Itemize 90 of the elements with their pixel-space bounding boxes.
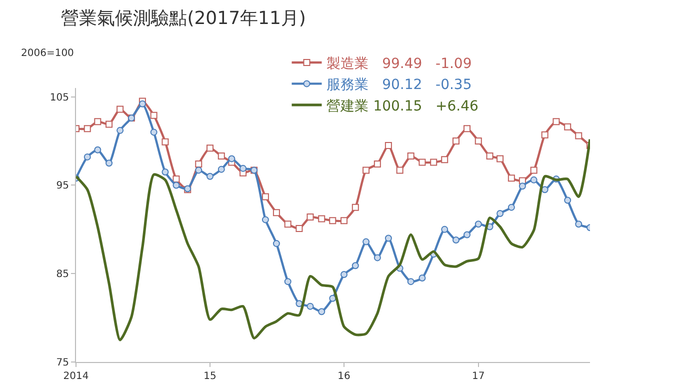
y-axis-title: 2006=100 <box>21 48 74 59</box>
point <box>530 166 538 174</box>
point <box>262 216 269 224</box>
point <box>162 168 169 176</box>
point <box>296 225 303 232</box>
point <box>318 215 326 222</box>
legend-label: 服務業 90.12 -0.35 <box>326 77 472 94</box>
x-tick-label: 17 <box>472 371 485 382</box>
point <box>228 155 236 162</box>
point <box>564 196 572 204</box>
point <box>352 262 359 270</box>
point <box>116 126 124 134</box>
point <box>306 214 314 221</box>
point <box>541 186 548 194</box>
point <box>418 274 426 282</box>
point <box>407 278 414 286</box>
point <box>284 278 292 286</box>
point <box>94 118 102 126</box>
point <box>441 156 448 164</box>
legend-label: 製造業 99.49 -1.09 <box>326 56 472 72</box>
point <box>329 217 336 224</box>
point <box>150 128 158 136</box>
point <box>272 209 280 216</box>
point <box>284 220 292 228</box>
point <box>474 138 482 145</box>
point <box>452 236 460 244</box>
point <box>306 302 314 310</box>
point <box>218 152 225 160</box>
point <box>162 138 169 146</box>
point <box>329 294 336 302</box>
point <box>541 131 548 138</box>
point <box>362 166 370 174</box>
point <box>362 238 370 246</box>
point <box>396 166 404 174</box>
point <box>195 160 202 168</box>
point <box>150 112 158 119</box>
point <box>195 166 202 174</box>
point <box>296 300 303 308</box>
point <box>218 166 225 173</box>
point <box>575 132 582 140</box>
line-series <box>76 138 590 342</box>
point <box>206 172 214 180</box>
point <box>452 138 460 145</box>
point <box>106 160 113 167</box>
point <box>240 164 247 172</box>
point <box>352 204 359 211</box>
point <box>384 142 392 149</box>
point <box>474 220 482 228</box>
point <box>272 240 280 248</box>
point <box>496 210 504 218</box>
point <box>518 182 526 190</box>
y-tick-label: 85 <box>56 269 69 280</box>
x-tick-label: 16 <box>338 371 350 382</box>
y-tick-label: 105 <box>50 92 69 104</box>
point <box>318 308 326 316</box>
point <box>206 144 214 152</box>
point <box>374 254 381 262</box>
legend-label: 營建業 100.15 +6.46 <box>326 98 479 114</box>
point <box>116 106 124 113</box>
point <box>94 146 102 154</box>
point <box>530 176 538 184</box>
y-tick-label: 95 <box>56 180 69 192</box>
point <box>564 123 572 130</box>
point <box>508 204 515 211</box>
point <box>340 271 348 278</box>
point <box>486 152 494 160</box>
point <box>172 182 180 189</box>
x-tick-label: 15 <box>204 371 216 382</box>
point <box>172 176 180 183</box>
x-tick-label: 2014 <box>63 371 89 382</box>
point <box>384 234 392 242</box>
point <box>84 125 91 132</box>
point <box>106 120 113 128</box>
point <box>464 231 471 238</box>
point <box>138 100 146 108</box>
point <box>441 226 448 233</box>
point <box>374 160 381 168</box>
point <box>575 220 582 228</box>
point <box>84 153 91 160</box>
point <box>508 174 515 182</box>
point <box>552 118 560 126</box>
point <box>430 158 438 166</box>
point <box>418 158 426 166</box>
y-tick-label: 75 <box>56 358 69 368</box>
point <box>262 193 269 200</box>
chart-title: 營業氣候測驗點(2017年11月) <box>61 8 306 30</box>
point <box>464 125 471 132</box>
point <box>340 217 348 224</box>
point <box>496 155 504 162</box>
point <box>407 152 414 160</box>
